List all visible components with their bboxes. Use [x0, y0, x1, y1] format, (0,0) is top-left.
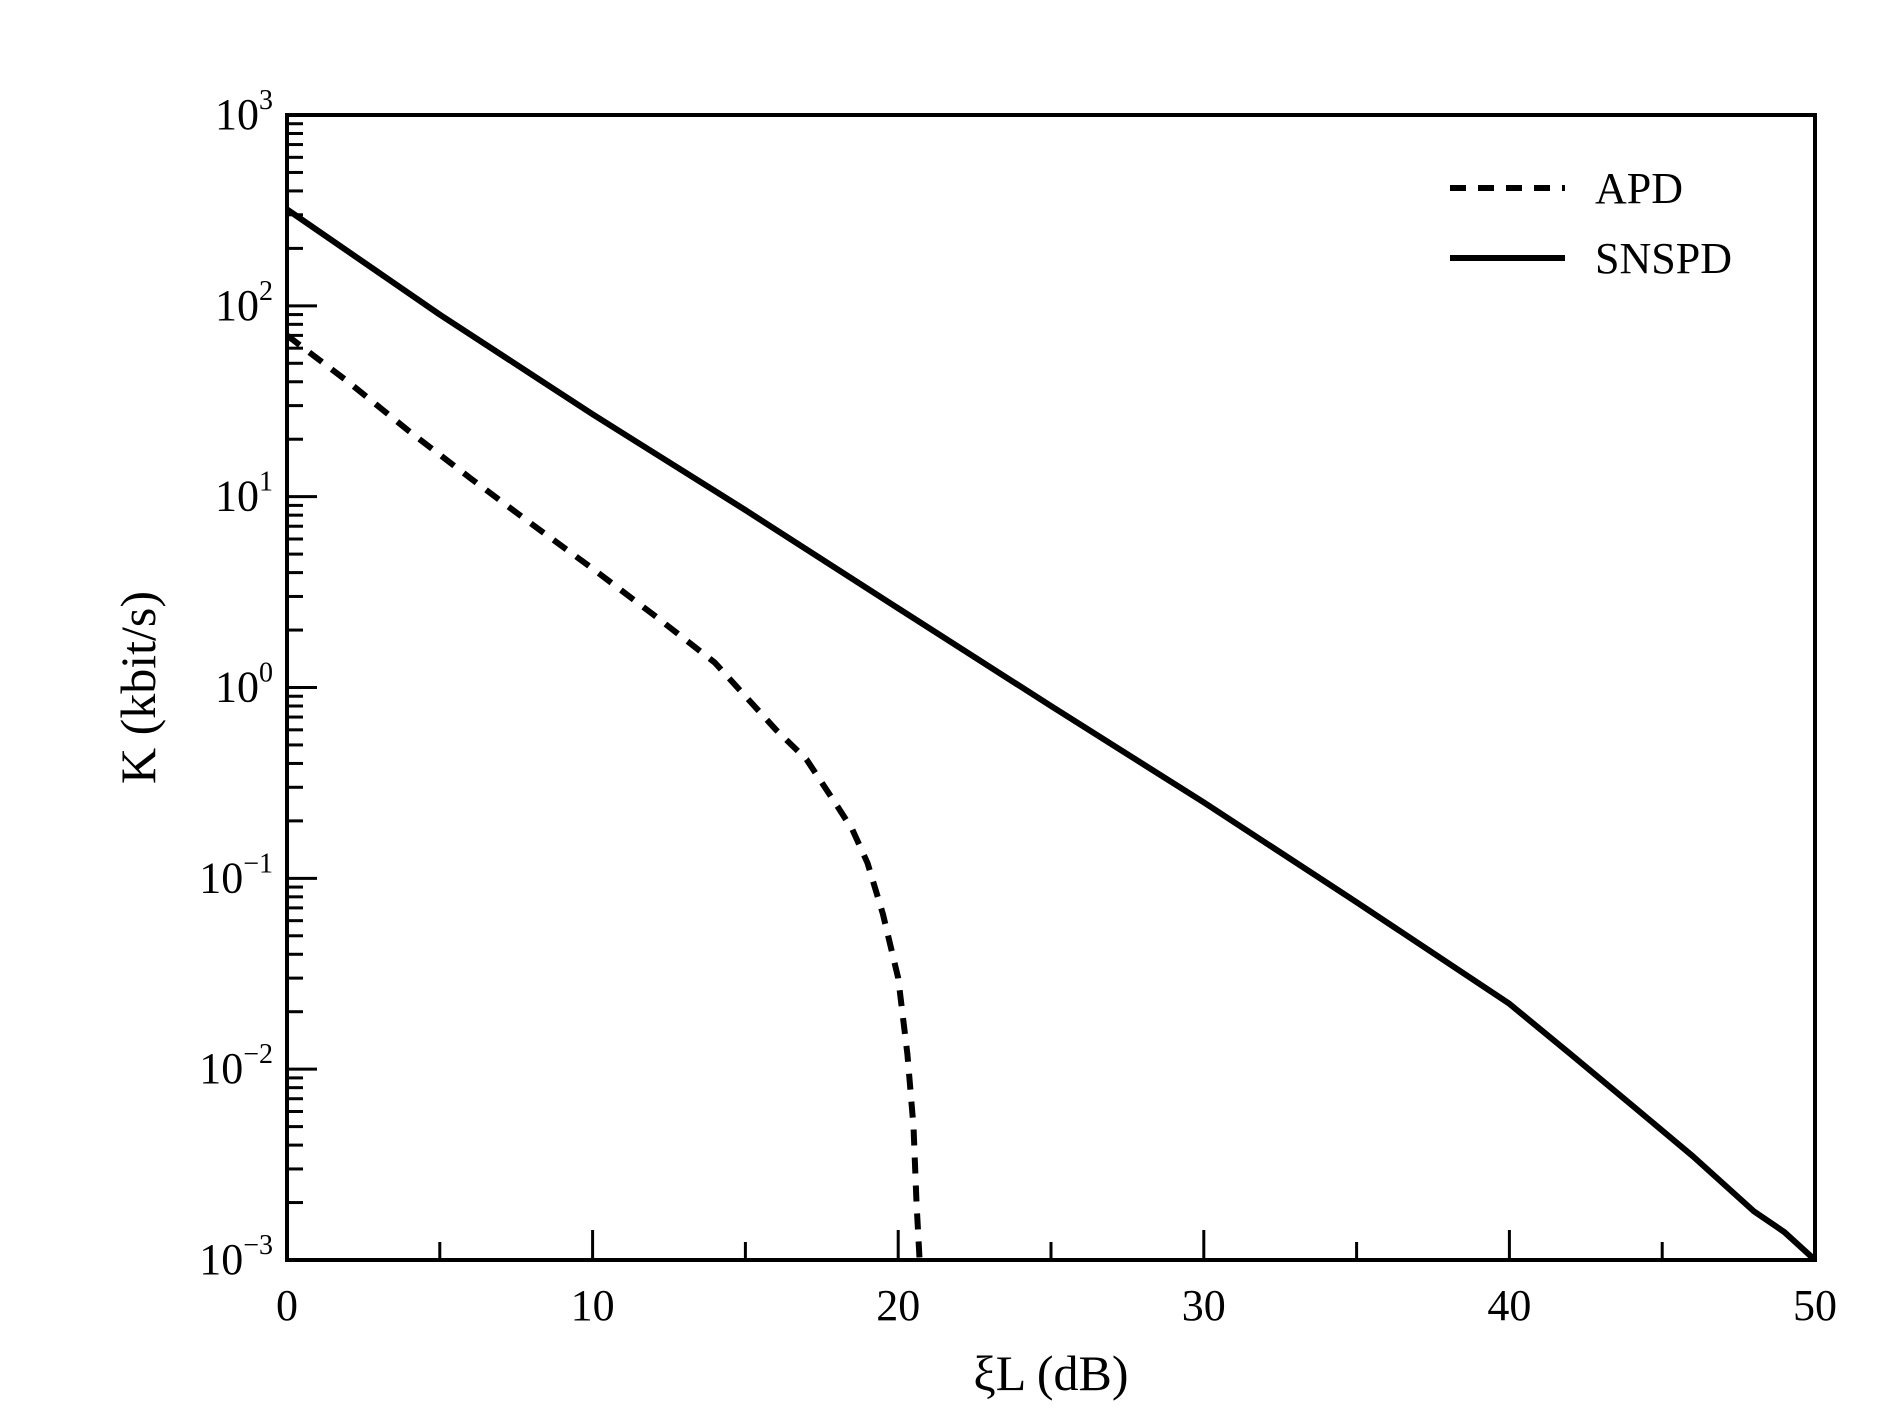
x-tick-label: 0: [276, 1281, 298, 1330]
legend: APD SNSPD: [1450, 164, 1732, 283]
x-tick-label: 20: [876, 1281, 920, 1330]
y-tick-exponent: −1: [243, 848, 273, 879]
y-tick-label: 100: [215, 658, 273, 712]
y-tick-base: 10: [215, 663, 259, 712]
y-tick-exponent: −3: [243, 1230, 273, 1261]
legend-label-apd: APD: [1595, 164, 1683, 213]
y-tick-exponent: 2: [259, 276, 273, 307]
x-tick-label: 30: [1182, 1281, 1226, 1330]
y-tick-label: 101: [215, 467, 273, 521]
y-tick-base: 10: [215, 472, 259, 521]
series-snspd-line: [285, 206, 1818, 1263]
x-tick-label: 50: [1793, 1281, 1837, 1330]
x-tick-label: 10: [571, 1281, 615, 1330]
y-tick-label: 10−2: [199, 1039, 273, 1093]
y-tick-exponent: 3: [259, 85, 273, 116]
y-tick-exponent: 1: [259, 467, 273, 498]
series-layer: [285, 206, 1818, 1263]
y-tick-base: 10: [215, 90, 259, 139]
y-tick-label: 10−1: [199, 848, 273, 902]
legend-label-snspd: SNSPD: [1595, 234, 1732, 283]
y-tick-exponent: 0: [259, 658, 273, 689]
y-tick-base: 10: [199, 853, 243, 902]
series-apd-line: [285, 333, 923, 1261]
x-axis-label: ξL (dB): [973, 1345, 1128, 1401]
y-tick-base: 10: [199, 1044, 243, 1093]
y-tick-exponent: −2: [243, 1039, 273, 1070]
y-tick-label: 10−3: [199, 1230, 273, 1284]
y-tick-base: 10: [215, 281, 259, 330]
x-tick-labels: 0 10 20 30 40 50: [276, 1281, 1837, 1330]
y-tick-label: 102: [215, 276, 273, 330]
y-axis-label: K (kbit/s): [110, 591, 166, 784]
plot-frame: [285, 113, 1817, 1262]
x-tick-label: 40: [1487, 1281, 1531, 1330]
y-tick-base: 10: [199, 1235, 243, 1284]
y-tick-label: 103: [215, 85, 273, 139]
axis-ticks: [287, 122, 1664, 1260]
